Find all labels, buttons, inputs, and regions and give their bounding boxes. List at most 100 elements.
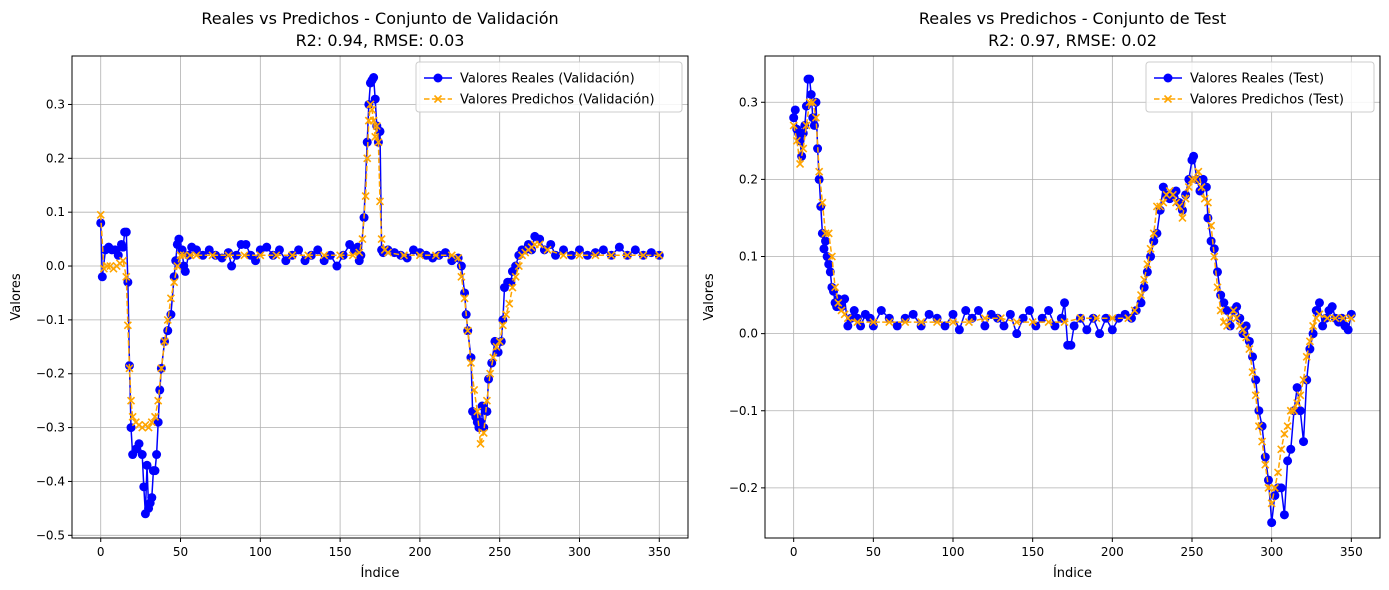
data-point [1142,267,1152,277]
data-point [96,210,105,219]
data-point [655,251,664,260]
data-point [134,439,144,449]
x-tick-label: 50 [173,545,188,559]
data-point [790,105,800,115]
data-point [147,493,157,503]
data-point [139,482,149,492]
data-point [1299,375,1308,384]
data-point [147,418,156,427]
data-point [827,252,836,261]
data-point [559,251,568,260]
y-tick-label: 0.1 [739,250,758,264]
data-point [383,248,393,257]
data-point [834,298,843,307]
data-point [961,305,971,315]
data-point [256,251,265,260]
data-point [1131,305,1141,315]
data-point [825,267,835,277]
data-point [294,245,304,255]
data-point [1187,175,1197,184]
data-point [1318,321,1328,331]
data-point [364,99,374,109]
data-point [1279,510,1289,520]
data-point [811,113,821,122]
data-point [415,251,424,260]
data-point [575,251,584,260]
y-tick-label: −0.3 [36,421,65,435]
data-point [822,252,832,262]
data-point [1302,352,1311,361]
data-point [1257,421,1267,431]
data-point [1060,317,1069,327]
data-point [1168,190,1177,199]
data-point [948,317,958,327]
data-point [1143,260,1152,269]
data-point [281,256,291,266]
data-point [374,138,383,147]
data-point [460,294,469,303]
data-point [144,423,153,432]
data-point [1149,229,1158,238]
data-point [208,251,217,260]
data-point [1286,444,1296,454]
data-point [1280,429,1289,438]
data-point [908,309,918,319]
data-point [454,253,463,263]
y-tick-label: 0.3 [46,97,65,111]
legend: Valores Reales (Validación) Valores Predi… [415,61,683,113]
data-point [824,259,834,269]
data-point [240,251,249,260]
x-tick-label: 100 [249,545,272,559]
data-point [326,250,336,260]
data-point [1159,198,1168,207]
data-point [198,250,208,260]
data-point [933,317,942,327]
data-point [980,321,990,331]
data-point [492,342,501,351]
data-point [799,144,808,153]
data-point [800,120,810,130]
data-point [163,326,173,336]
data-point [607,251,616,260]
data-point [1044,305,1054,315]
legend-label: Valores Reales (Test) [1190,72,1324,87]
data-point [186,251,195,260]
data-point [122,272,131,281]
data-point [1258,437,1267,446]
data-point [241,239,251,249]
series-predichos [789,98,1356,508]
x-tick-label: 0 [790,545,798,559]
data-point [1261,460,1270,469]
legend-marker [433,73,443,83]
x-tick-label: 0 [97,545,105,559]
data-point [170,278,179,287]
data-point [473,407,482,416]
data-point [1158,182,1168,192]
data-point [375,197,385,206]
data-point [1331,314,1340,323]
data-point [1012,329,1022,339]
data-point [940,321,950,331]
data-point [399,251,409,260]
data-point [1347,314,1356,323]
data-point [262,242,272,252]
legend-marker [1163,73,1173,83]
data-point [180,266,190,276]
data-point [824,229,833,238]
data-point [358,235,367,244]
data-point [1197,183,1206,192]
data-point [361,191,370,201]
data-point [1092,314,1101,323]
chart-1: Reales vs Predichos - Conjunto de Valida… [9,9,689,581]
data-point [1189,151,1199,161]
data-point [1293,398,1302,408]
data-point [103,261,112,271]
data-point [137,450,147,460]
y-tick-label: −0.2 [729,481,758,495]
legend: Valores Reales (Test) Valores Predichos (… [1145,61,1375,113]
y-axis-label: Valores [9,273,24,320]
data-point [355,248,364,257]
data-point [1146,244,1155,253]
data-point [1175,202,1184,211]
data-point [996,314,1005,323]
